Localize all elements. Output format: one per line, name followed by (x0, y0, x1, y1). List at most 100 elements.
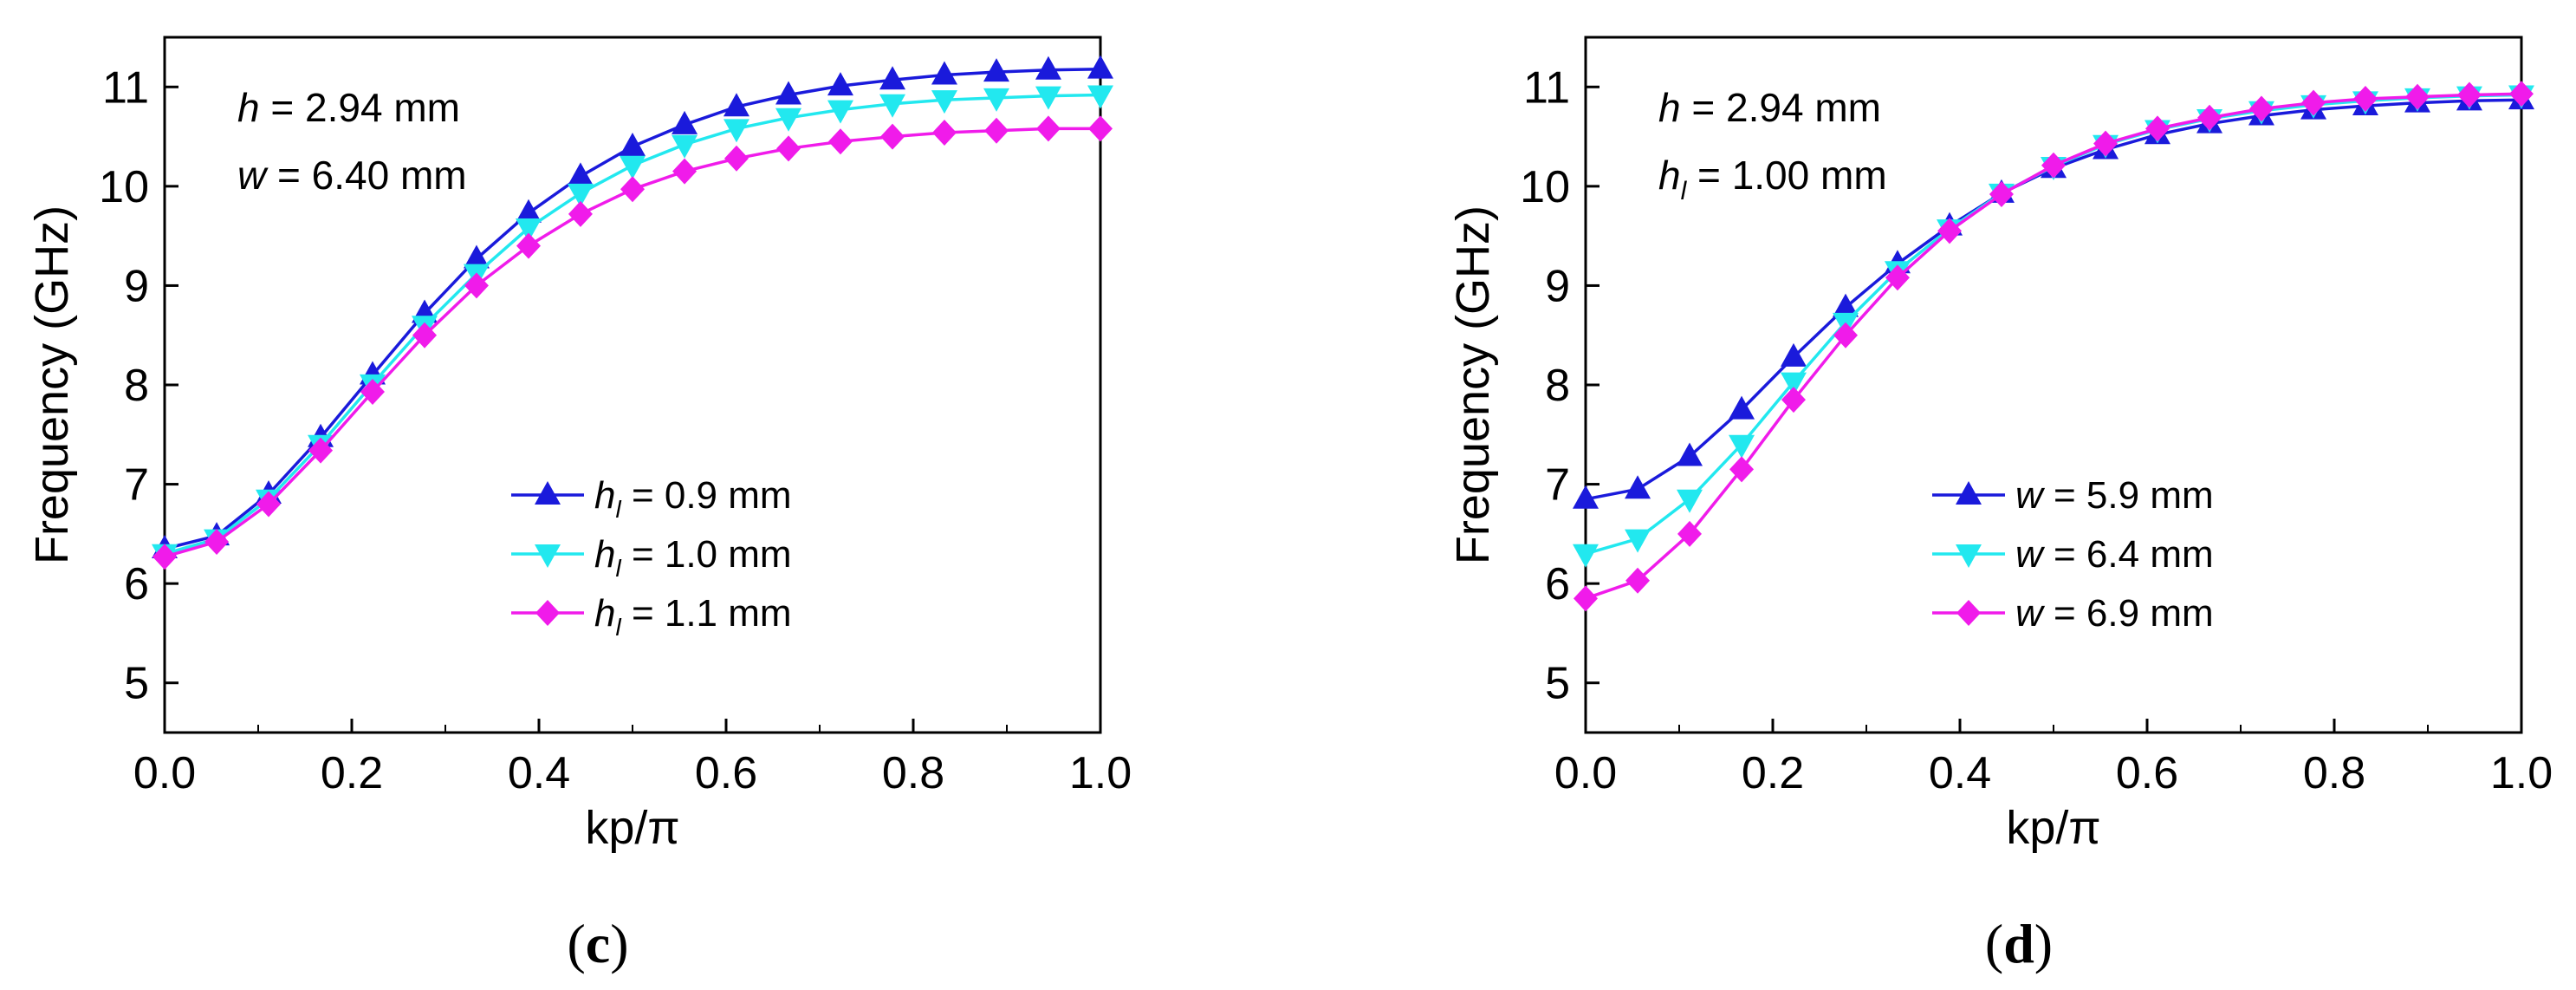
data-point (723, 119, 749, 143)
data-point (2352, 86, 2378, 113)
y-tick-label: 10 (1520, 162, 1570, 212)
data-point (516, 232, 542, 259)
data-point (1676, 442, 1703, 466)
data-point (1833, 293, 1859, 317)
y-tick-label: 9 (1545, 261, 1570, 311)
data-point (2301, 89, 2326, 116)
data-point (2248, 95, 2274, 122)
x-tick-label: 0.8 (882, 748, 944, 798)
y-tick-label: 5 (1545, 659, 1570, 709)
data-point (775, 81, 802, 105)
x-tick-label: 0.4 (508, 748, 570, 798)
data-point (1677, 520, 1702, 547)
data-point (983, 88, 1010, 112)
series-2 (152, 115, 1113, 570)
data-point (2509, 81, 2534, 107)
legend: w = 5.9 mm w = 6.4 mm w = 6.9 mm (1932, 474, 2214, 635)
series-0 (1573, 86, 2534, 509)
data-point (879, 94, 906, 118)
chart-panel-d: 5 6 7 8 9 10 11 0.0 0.2 0.4 0.6 0.8 1.0 kp/π Frequency… (1447, 36, 2553, 974)
legend-marker (535, 544, 561, 568)
data-point (1885, 264, 1910, 291)
y-tick-label: 9 (124, 261, 149, 311)
data-point (2093, 130, 2119, 157)
data-point (152, 544, 177, 570)
panel-label: (d) (1985, 913, 2053, 974)
data-point (204, 529, 230, 556)
data-point (464, 272, 489, 299)
series-2 (1574, 81, 2534, 612)
data-point (1729, 395, 1755, 420)
data-point (827, 72, 853, 96)
data-point (516, 199, 542, 223)
data-point (723, 145, 749, 172)
x-axis-title: kp/π (2006, 802, 2100, 854)
parameter-annotation: w = 6.40 mm (237, 153, 467, 198)
data-point (1780, 342, 1807, 367)
x-tick-label: 0.0 (1554, 748, 1617, 798)
data-point (1087, 85, 1113, 109)
data-point (463, 244, 490, 269)
data-point (827, 100, 853, 124)
legend-marker (1956, 600, 1981, 626)
data-point (516, 218, 542, 242)
data-point (620, 133, 646, 157)
legend-label: w = 6.9 mm (2015, 592, 2214, 635)
y-tick-label: 11 (102, 62, 149, 113)
data-point (1780, 372, 1807, 396)
data-point (2197, 104, 2222, 131)
legend-label: hl = 1.0 mm (594, 533, 792, 582)
data-point (1676, 489, 1703, 513)
data-point (1833, 322, 1859, 348)
y-tick-label: 5 (124, 659, 149, 709)
x-tick-label: 0.2 (321, 748, 383, 798)
legend: hl = 0.9 mm hl = 1.0 mm hl = 1.1 mm (511, 474, 792, 641)
panel-label: (c) (567, 913, 628, 974)
data-point (360, 379, 385, 406)
data-point (2405, 83, 2430, 110)
parameter-annotation: h = 2.94 mm (1658, 85, 1881, 130)
y-tick-label: 8 (124, 361, 149, 411)
data-point (2456, 81, 2482, 108)
x-tick-label: 0.0 (133, 748, 196, 798)
data-point (308, 437, 334, 464)
data-point (620, 176, 645, 203)
data-point (723, 93, 749, 117)
data-point (984, 117, 1009, 144)
data-point (1625, 567, 1651, 594)
data-point (1035, 86, 1061, 110)
data-point (931, 90, 957, 114)
x-tick-label: 0.6 (2116, 748, 2178, 798)
legend-marker (535, 600, 560, 626)
data-point (1729, 456, 1755, 483)
legend-marker (1956, 544, 1982, 568)
data-point (1573, 485, 1599, 509)
data-point (1087, 55, 1113, 79)
data-point (776, 135, 801, 162)
data-point (1989, 181, 2014, 208)
data-point (1937, 218, 1963, 244)
data-point (1035, 55, 1061, 80)
data-point (1088, 115, 1113, 142)
y-axis-title: Frequency (GHz) (26, 205, 78, 564)
legend-marker (535, 481, 561, 505)
data-point (1573, 544, 1599, 568)
x-axis-title: kp/π (585, 802, 679, 854)
data-point (672, 158, 698, 185)
data-point (983, 58, 1010, 82)
data-point (1574, 585, 1598, 612)
data-point (412, 322, 438, 348)
parameter-annotation: hl = 1.00 mm (1658, 153, 1887, 205)
data-point (1625, 529, 1651, 553)
data-point (1781, 387, 1806, 414)
data-point (931, 61, 957, 85)
data-point (1625, 475, 1651, 499)
x-tick-label: 0.2 (1742, 748, 1804, 798)
data-point (775, 107, 802, 132)
data-point (2145, 115, 2170, 142)
y-tick-label: 6 (1545, 559, 1570, 609)
y-tick-label: 7 (124, 460, 149, 511)
data-point (880, 123, 905, 150)
x-tick-label: 1.0 (2490, 748, 2553, 798)
